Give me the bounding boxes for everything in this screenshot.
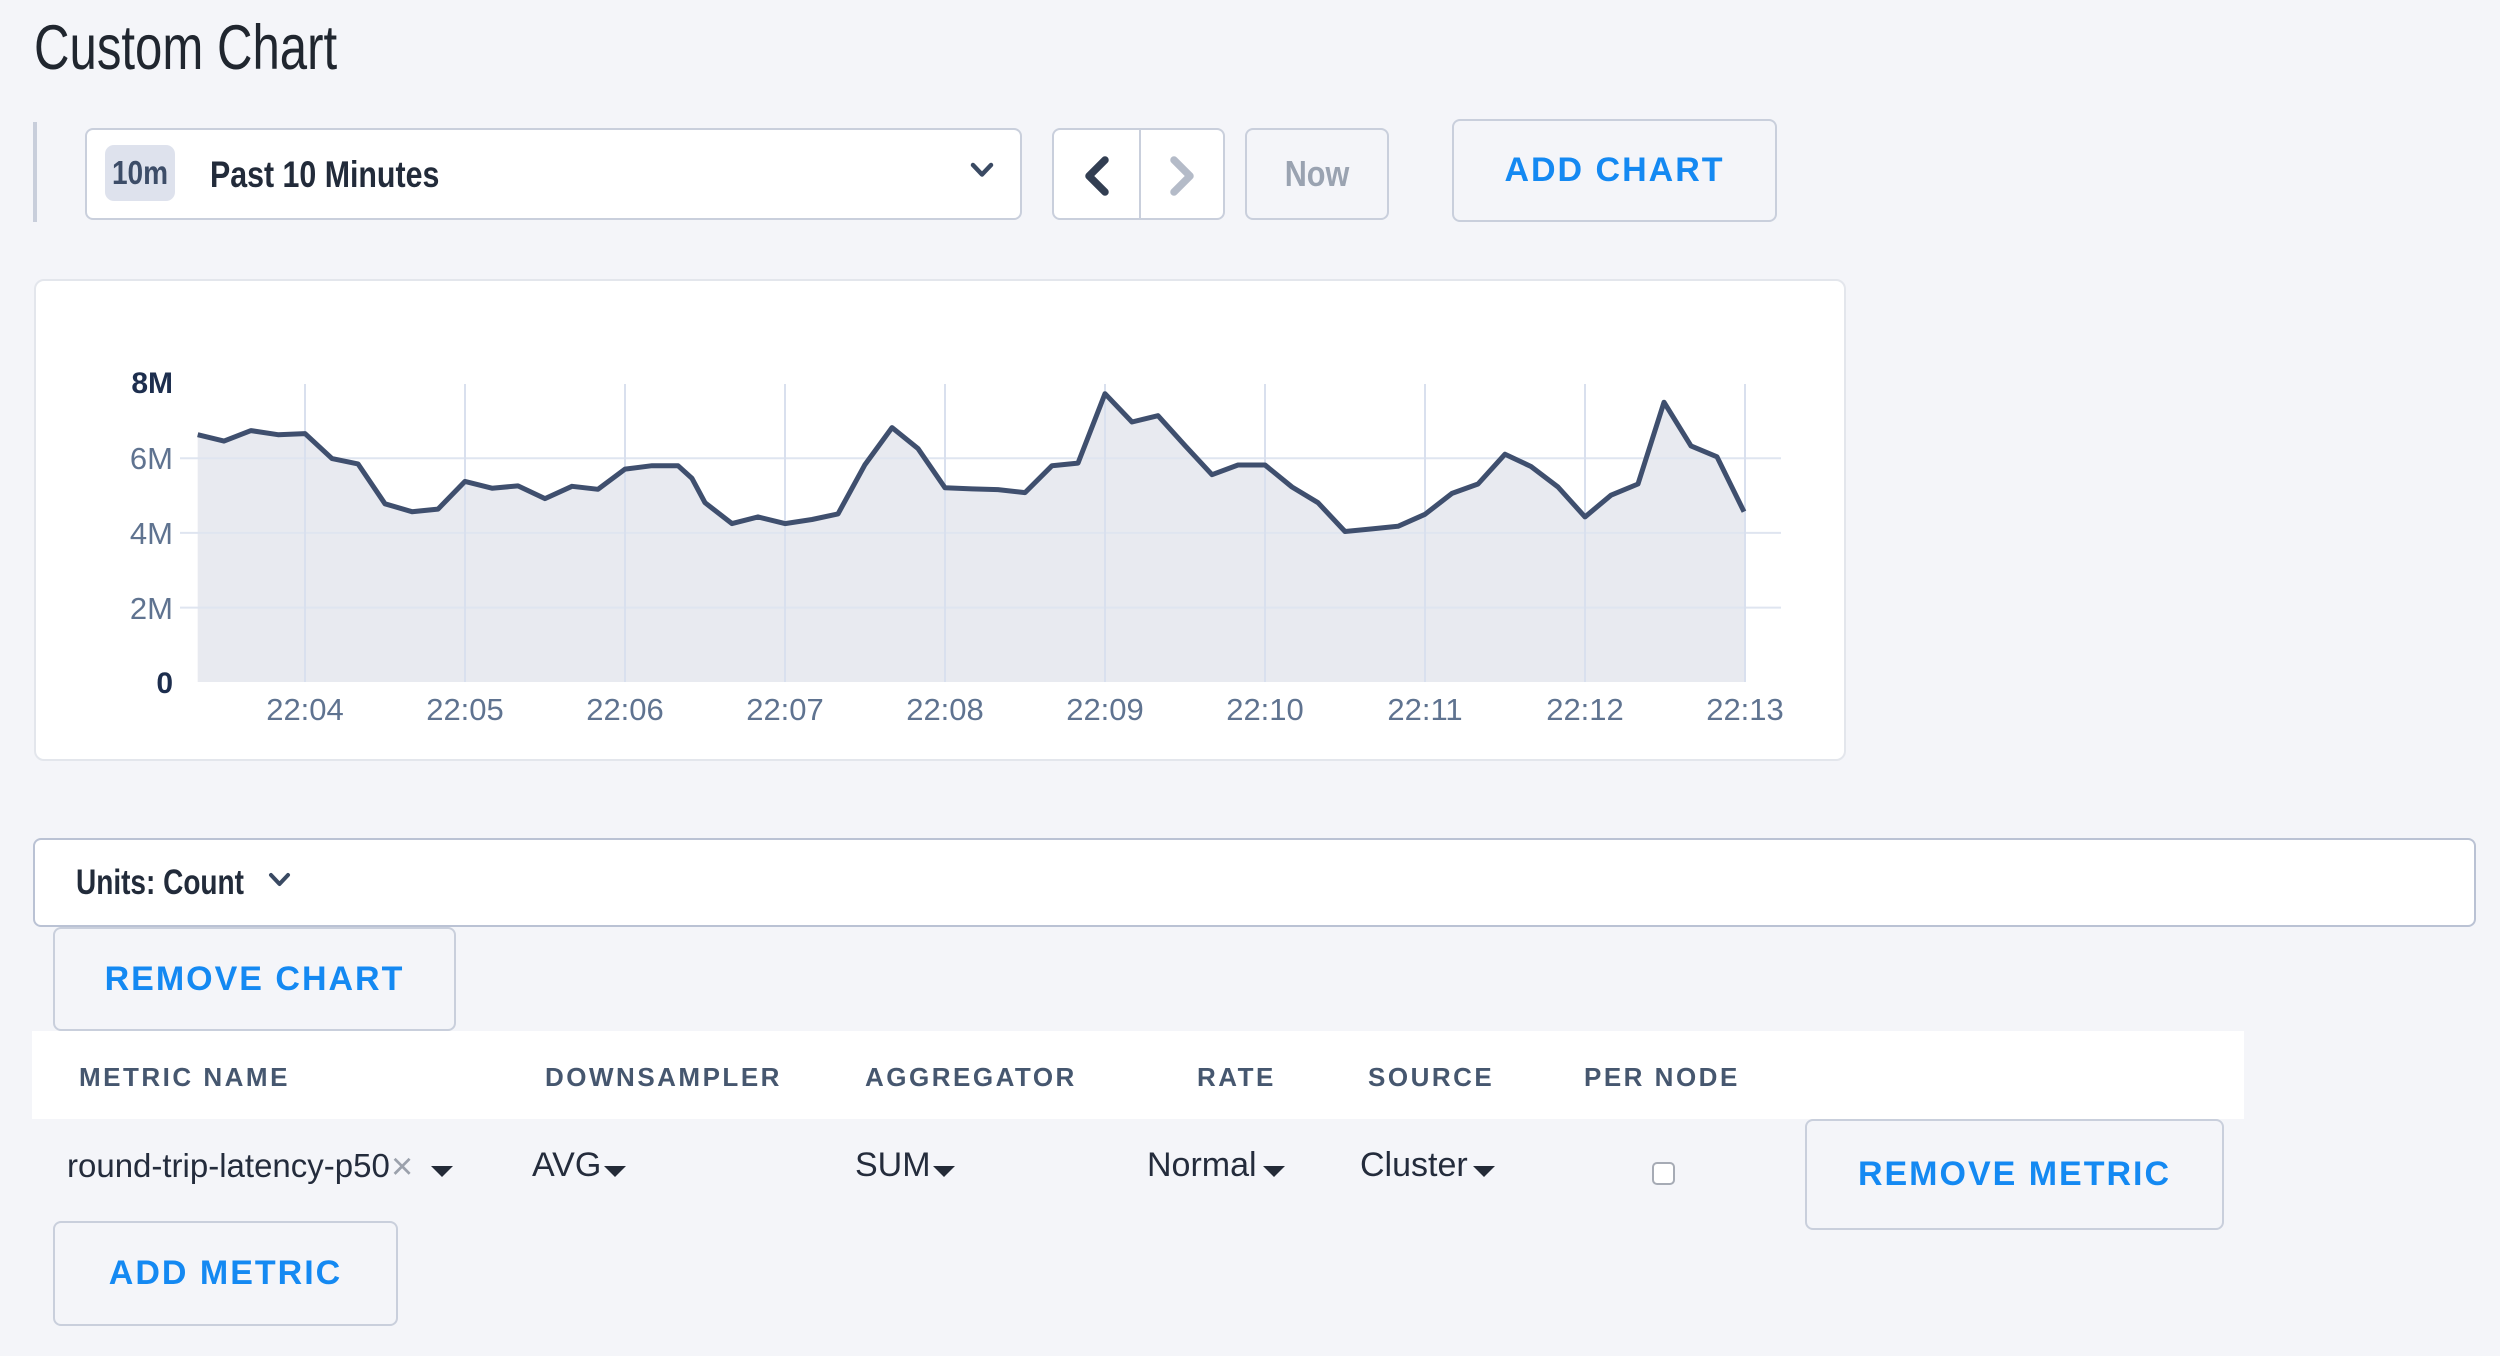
svg-text:4M: 4M: [130, 516, 173, 551]
svg-text:22:12: 22:12: [1546, 692, 1624, 727]
svg-text:0: 0: [156, 667, 173, 700]
svg-text:22:09: 22:09: [1066, 692, 1144, 727]
svg-text:22:05: 22:05: [426, 692, 504, 727]
svg-text:2M: 2M: [130, 591, 173, 626]
svg-text:22:04: 22:04: [266, 692, 344, 727]
svg-text:8M: 8M: [131, 367, 173, 400]
svg-text:22:07: 22:07: [746, 692, 824, 727]
svg-text:6M: 6M: [130, 441, 173, 476]
svg-text:22:13: 22:13: [1706, 692, 1784, 727]
svg-text:22:06: 22:06: [586, 692, 664, 727]
svg-text:22:08: 22:08: [906, 692, 984, 727]
svg-text:22:10: 22:10: [1226, 692, 1304, 727]
svg-text:22:11: 22:11: [1387, 692, 1462, 727]
